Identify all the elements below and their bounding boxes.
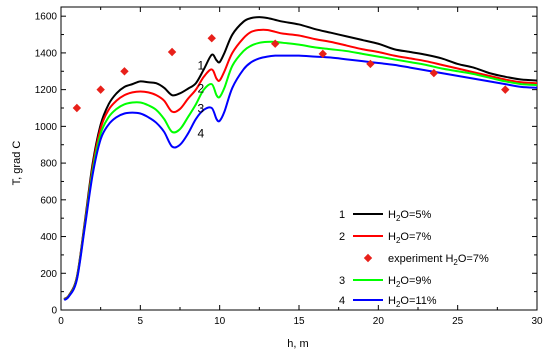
- legend-marker: [363, 253, 373, 263]
- experiment-point: [96, 85, 105, 94]
- y-axis-label: T, grad C: [11, 141, 23, 186]
- legend-label: H2O=11%: [388, 295, 437, 309]
- legend-label-subscript: 2: [396, 280, 401, 289]
- legend-number: 3: [339, 275, 345, 287]
- curve-label-2: 2: [197, 81, 204, 95]
- series-layer: [63, 16, 538, 301]
- y-tick-label: 200: [40, 269, 57, 280]
- experiment-point: [366, 59, 375, 69]
- legend-label-main: H: [388, 231, 396, 243]
- curve-label-4: 4: [197, 126, 204, 140]
- experiment-point: [429, 68, 439, 78]
- x-tick-label: 30: [531, 316, 543, 327]
- experiment-markers: [72, 34, 510, 113]
- x-tick-label: 5: [138, 316, 144, 327]
- experiment-point: [120, 67, 129, 76]
- legend: 1 H2O=5%2 H2O=7%experiment H2O=7%3 H2O=9%4 H…: [339, 209, 489, 309]
- series-line-4: [63, 54, 538, 301]
- legend-label-rest: O=7%: [458, 253, 489, 265]
- legend-number: 2: [339, 231, 345, 243]
- x-tick-label: 0: [58, 316, 64, 327]
- legend-label-subscript: 2: [396, 214, 401, 223]
- legend-label-subscript: 2: [396, 236, 401, 245]
- y-tick-label: 0: [51, 306, 57, 317]
- series-line-1: [63, 16, 538, 300]
- y-tick-label: 1200: [35, 85, 58, 96]
- y-tick-label: 600: [40, 195, 57, 206]
- series-line-2: [63, 28, 538, 301]
- series-line-3: [63, 40, 538, 301]
- curve-label-1: 1: [197, 58, 204, 72]
- legend-label-rest: O=11%: [400, 295, 436, 307]
- legend-label: H2O=5%: [388, 209, 432, 223]
- legend-number: 4: [339, 295, 345, 307]
- legend-label: H2O=7%: [388, 231, 432, 245]
- y-tick-label: 800: [40, 159, 57, 170]
- legend-label-rest: O=9%: [400, 275, 431, 287]
- legend-label-rest: O=5%: [400, 209, 431, 221]
- experiment-point: [318, 49, 327, 59]
- legend-label: experiment H2O=7%: [388, 253, 489, 267]
- legend-label-main: experiment H: [388, 253, 453, 265]
- y-tick-label: 1000: [35, 122, 58, 133]
- curve-labels: 1 2 3 4: [197, 58, 204, 140]
- axes-layer: 0 5 10 15 20 25 30 0 200 400 600 800 1000 1200 1400 160…: [35, 6, 543, 327]
- curve-label-3: 3: [197, 102, 204, 116]
- y-tick-label: 1400: [35, 48, 58, 59]
- experiment-point: [72, 103, 82, 113]
- x-tick-label: 15: [293, 316, 305, 327]
- legend-label-main: H: [388, 275, 396, 287]
- x-tick-label: 10: [214, 316, 226, 327]
- legend-number: 1: [339, 209, 345, 221]
- legend-label-subscript: 2: [453, 258, 458, 267]
- experiment-point: [271, 39, 280, 48]
- x-tick-label: 20: [373, 316, 385, 327]
- legend-label-subscript: 2: [396, 300, 401, 309]
- y-tick-label: 400: [40, 232, 57, 243]
- y-tick-label: 1600: [35, 12, 58, 23]
- experiment-point: [167, 47, 177, 57]
- legend-label-rest: O=7%: [400, 231, 431, 243]
- x-axis-label: h, m: [287, 338, 308, 350]
- legend-label: H2O=9%: [388, 275, 432, 289]
- experiment-point: [501, 85, 510, 94]
- legend-label-main: H: [388, 209, 396, 221]
- legend-label-main: H: [388, 295, 396, 307]
- x-tick-label: 25: [452, 316, 464, 327]
- experiment-point: [207, 34, 216, 43]
